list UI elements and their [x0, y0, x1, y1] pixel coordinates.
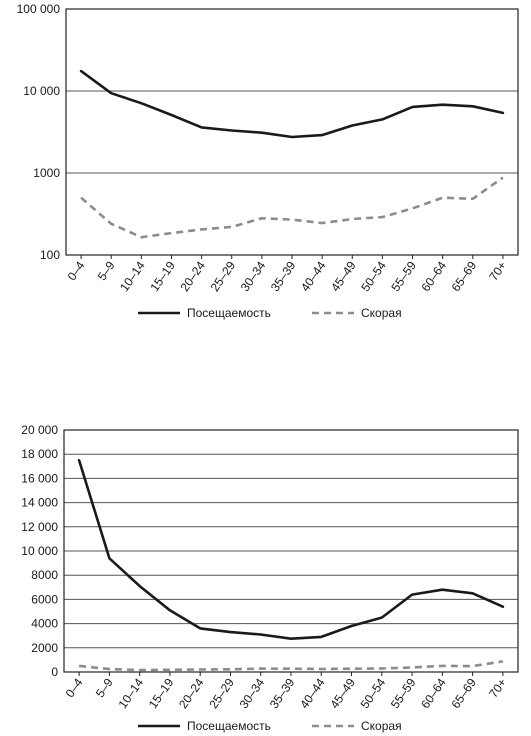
log-x-tick-label: 30–34 [238, 258, 269, 294]
log-x-tick-label: 40–44 [298, 258, 329, 294]
log-x-tick-label: 45–49 [328, 258, 359, 294]
log-series-line-attendance [79, 69, 505, 139]
linear-x-tick-label: 0–4 [63, 675, 86, 700]
linear-y-tick-label: 10 000 [21, 544, 58, 558]
log-y-tick-label: 1000 [33, 166, 60, 180]
log-x-tick-label: 5–9 [95, 258, 118, 283]
linear-y-tick-label: 2000 [31, 641, 58, 655]
log-x-tick-label: 50–54 [358, 258, 389, 294]
linear-y-tick-label: 16 000 [21, 471, 58, 485]
log-y-tick-label: 100 [40, 248, 60, 262]
linear-scale-chart: 0 2000 4000 6000 8000 10 000 12 000 14 000 16 00… [21, 423, 519, 733]
linear-x-tick-label: 45–49 [327, 675, 358, 711]
linear-x-tick-label: 30–34 [237, 675, 268, 711]
linear-y-tick-label: 4000 [31, 617, 58, 631]
linear-y-tick-label: 20 000 [21, 423, 58, 437]
log-plot-frame [65, 8, 519, 256]
linear-y-tick-label: 18 000 [21, 447, 58, 461]
linear-x-tick-label: 65–69 [448, 675, 479, 711]
linear-y-tick-label: 14 000 [21, 496, 58, 510]
log-y-tick-label: 100 000 [17, 2, 61, 16]
linear-x-tick-label: 50–54 [358, 675, 389, 711]
linear-legend-label: Посещаемость [187, 719, 271, 733]
linear-x-tick-label: 40–44 [297, 675, 328, 711]
linear-x-tick-label: 20–24 [176, 675, 207, 711]
log-legend-label: Посещаемость [187, 306, 271, 320]
log-x-tick-label: 10–14 [117, 258, 148, 294]
linear-x-tick-label: 35–39 [267, 675, 298, 711]
linear-y-tick-label: 0 [51, 665, 58, 679]
linear-x-tick-label: 25–29 [206, 675, 237, 711]
log-series-line-ambulance [80, 176, 504, 239]
linear-x-tick-label: 70+ [486, 676, 509, 701]
linear-legend-label: Скорая [361, 719, 402, 733]
linear-y-tick-label: 12 000 [21, 520, 58, 534]
log-x-tick-label: 0–4 [65, 258, 88, 283]
log-scale-chart: 100 1000 10 000 100 000 0–4 5–9 10–14 15–19 20–2… [17, 2, 519, 320]
log-x-tick-label: 60–64 [419, 258, 450, 294]
linear-x-tick-label: 55–59 [388, 675, 419, 711]
linear-x-tick-label: 15–19 [146, 675, 177, 711]
linear-y-tick-label: 6000 [31, 592, 58, 606]
linear-x-tick-label: 5–9 [93, 675, 116, 700]
log-x-tick-label: 25–29 [208, 258, 239, 294]
log-legend: Посещаемость Скорая [138, 306, 402, 320]
log-x-tick-label: 70+ [486, 259, 509, 284]
linear-series-line-ambulance [78, 660, 504, 672]
log-x-tick-label: 65–69 [449, 258, 480, 294]
log-x-tick-label: 20–24 [177, 258, 208, 294]
linear-series-line-attendance [77, 458, 505, 640]
linear-x-tick-label: 10–14 [116, 675, 147, 711]
log-x-tick-label: 55–59 [388, 258, 419, 294]
log-legend-label: Скорая [361, 306, 402, 320]
log-x-tick-label: 15–19 [147, 258, 178, 294]
log-y-tick-label: 10 000 [23, 84, 60, 98]
linear-y-tick-label: 8000 [31, 568, 58, 582]
log-x-tick-label: 35–39 [268, 258, 299, 294]
linear-legend: Посещаемость Скорая [138, 719, 402, 733]
linear-x-tick-label: 60–64 [418, 675, 449, 711]
